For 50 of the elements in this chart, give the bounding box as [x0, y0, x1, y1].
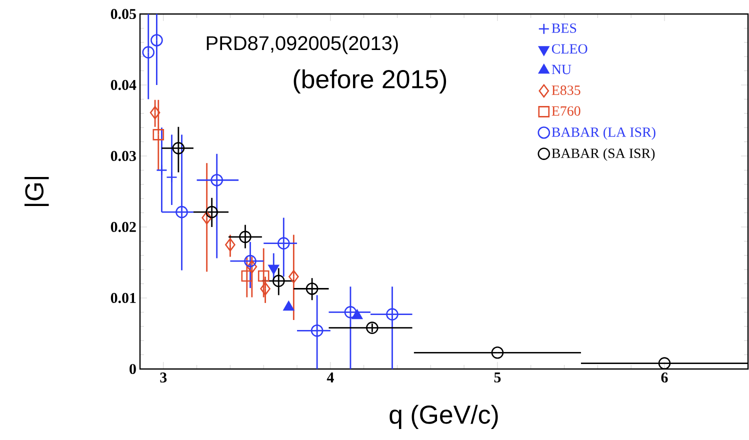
- x-tick-label: 4: [326, 372, 334, 382]
- point: [268, 264, 280, 274]
- point: [150, 106, 160, 120]
- point: [258, 270, 270, 282]
- y-tick-label: 0.05: [110, 8, 136, 20]
- x-axis-title: q (GeV/c): [390, 404, 498, 429]
- annotation: (before 2015): [294, 69, 446, 94]
- y-tick-label: 0.04: [110, 80, 136, 90]
- legend-label: BABAR (LA ISR): [552, 127, 656, 140]
- point: [246, 260, 258, 274]
- annotation: PRD87,092005(2013): [206, 36, 398, 54]
- legend-label: BES: [552, 23, 576, 33]
- point: [260, 282, 270, 296]
- x-tick-label: 3: [160, 372, 167, 383]
- point: [310, 324, 324, 337]
- point: [288, 270, 299, 284]
- point: [241, 270, 253, 282]
- legend-label: E760: [552, 106, 580, 116]
- y-axis-title: |G|: [24, 176, 49, 206]
- point: [202, 211, 212, 224]
- x-tick-label: 5: [494, 372, 501, 382]
- point: [366, 322, 378, 334]
- point: [150, 34, 163, 46]
- y-tick-label: 0.02: [110, 222, 136, 232]
- y-tick-label: 0: [130, 364, 136, 374]
- point: [239, 230, 252, 244]
- point: [152, 129, 164, 140]
- legend-label: NU: [552, 64, 572, 74]
- point: [176, 206, 188, 218]
- point: [142, 46, 155, 58]
- legend-label: E835: [552, 86, 580, 95]
- point: [172, 142, 185, 154]
- point: [210, 174, 223, 186]
- point: [491, 346, 504, 359]
- point: [386, 308, 398, 320]
- point: [166, 172, 178, 183]
- point: [156, 164, 168, 176]
- point: [658, 357, 671, 370]
- legend-label: CLEO: [552, 44, 588, 54]
- y-tick-label: 0.01: [110, 292, 136, 304]
- point: [344, 306, 357, 318]
- y-tick-label: 0.03: [110, 150, 136, 162]
- x-tick-label: 6: [661, 372, 668, 383]
- point: [283, 301, 294, 311]
- point: [206, 206, 218, 218]
- point: [225, 238, 236, 252]
- point: [272, 274, 285, 288]
- point: [306, 282, 318, 295]
- legend-label: BABAR (SA ISR): [552, 148, 655, 161]
- point: [278, 237, 290, 250]
